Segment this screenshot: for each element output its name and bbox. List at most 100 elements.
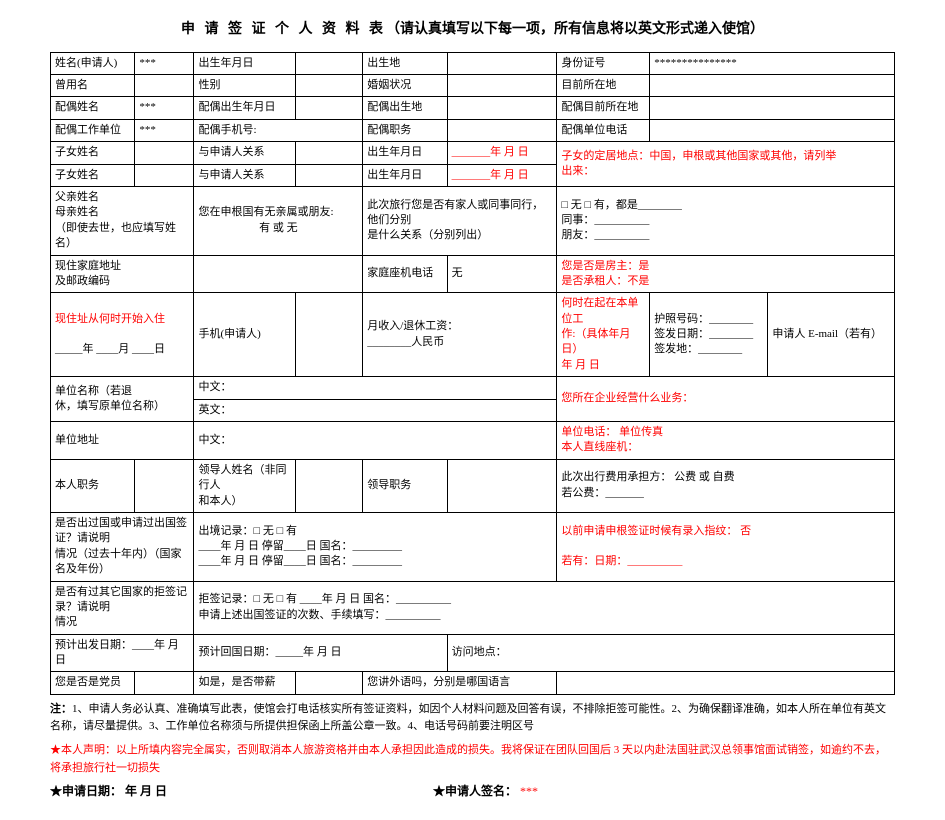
lbl: 子女姓名	[51, 164, 135, 186]
lbl-fingerprint: 以前申请申根签证时候有录入指纹： 否若有：日期：__________	[557, 512, 895, 581]
row-alias: 曾用名 性别 婚姻状况 目前所在地	[51, 74, 895, 96]
lbl-expense: 此次出行费用承担方： 公费 或 自费若公费：_______	[557, 459, 895, 512]
visa-form-table: 姓名(申请人) *** 出生年月日 出生地 身份证号 *************…	[50, 52, 895, 695]
lbl: 出生年月日	[363, 164, 447, 186]
lbl-visit: 访问地点：	[447, 634, 894, 672]
lbl-homeowner: 您是否是房主：是是否承租人：不是	[557, 255, 895, 293]
val-address[interactable]	[194, 255, 363, 293]
lbl: 配偶出生地	[363, 97, 447, 119]
val[interactable]: ***	[135, 119, 194, 141]
lbl-child-residence: 子女的定居地点：中国，申根或其他国家或其他，请列举出来：	[557, 142, 895, 187]
val-travel-history[interactable]: 出境记录：□ 无 □ 有 ____年 月 日 停留____日 国名：______…	[194, 512, 557, 581]
val-refusal[interactable]: 拒签记录：□ 无 □ 有 ____年 月 日 国名：__________申请上述…	[194, 581, 895, 634]
signature-label: ★申请人签名：	[433, 784, 517, 798]
lbl-language: 您讲外语吗，分别是哪国语言	[363, 672, 557, 694]
row-name: 姓名(申请人) *** 出生年月日 出生地 身份证号 *************…	[51, 52, 895, 74]
val[interactable]	[447, 74, 557, 96]
val[interactable]	[295, 52, 363, 74]
val[interactable]	[295, 97, 363, 119]
lbl-depart: 预计出发日期：____年 月 日	[51, 634, 194, 672]
row-company-addr: 单位地址 中文： 单位电话： 单位传真本人直线座机：	[51, 422, 895, 460]
notes: 注：1、申请人务必认真、准确填写此表，使馆会打电话核实所有签证资料，如因个人材料…	[50, 701, 895, 736]
val-company-en[interactable]: 英文：	[194, 399, 557, 421]
row-residence-since: 现住址从何时开始入住 _____年 ____月 ____日 手机(申请人) 月收…	[51, 293, 895, 377]
lbl-income: 月收入/退休工资：________人民币	[363, 293, 557, 377]
val-position[interactable]	[135, 459, 194, 512]
lbl: 配偶职务	[363, 119, 447, 141]
lbl: 与申请人关系	[194, 164, 295, 186]
lbl-company-addr: 单位地址	[51, 422, 194, 460]
val[interactable]	[447, 97, 557, 119]
row-travel-history: 是否出过国或申请过出国签证？请说明情况（过去十年内）（国家名及年份） 出境记录：…	[51, 512, 895, 581]
val[interactable]	[650, 74, 895, 96]
lbl: 配偶手机号:	[194, 119, 363, 141]
lbl-company: 单位名称（若退休，填写原单位名称）	[51, 377, 194, 422]
lbl-party: 您是否是党员	[51, 672, 135, 694]
lbl: 配偶出生年月日	[194, 97, 295, 119]
val[interactable]	[135, 164, 194, 186]
val[interactable]	[295, 164, 363, 186]
lbl: 配偶工作单位	[51, 119, 135, 141]
val[interactable]	[135, 74, 194, 96]
val[interactable]: _______年 月 日	[447, 164, 557, 186]
row-party: 您是否是党员 如是，是否带薪 您讲外语吗，分别是哪国语言	[51, 672, 895, 694]
lbl-mobile: 手机(申请人)	[194, 293, 295, 377]
val[interactable]	[447, 119, 557, 141]
lbl-email: 申请人 E-mail（若有）	[768, 293, 895, 377]
val-companions[interactable]: □ 无 □ 有，都是________ 同事：__________ 朋友：____…	[557, 186, 895, 255]
val[interactable]	[295, 74, 363, 96]
val-language[interactable]	[557, 672, 895, 694]
val[interactable]: ***	[135, 97, 194, 119]
val-salary[interactable]	[295, 672, 363, 694]
lbl: 与申请人关系	[194, 142, 295, 164]
row-spouse-work: 配偶工作单位 *** 配偶手机号: 配偶职务 配偶单位电话	[51, 119, 895, 141]
lbl-refusal: 是否有过其它国家的拒签记录？请说明情况	[51, 581, 194, 634]
lbl: 配偶目前所在地	[557, 97, 650, 119]
lbl: 出生地	[363, 52, 447, 74]
row-parents: 父亲姓名 母亲姓名 （即使去世，也应填写姓名） 您在申根国有无亲属或朋友: 有 …	[51, 186, 895, 255]
val[interactable]: _______年 月 日	[447, 142, 557, 164]
val-company-addr[interactable]: 中文：	[194, 422, 557, 460]
val-company-cn[interactable]: 中文：	[194, 377, 557, 399]
val[interactable]	[650, 97, 895, 119]
lbl-company-phone: 单位电话： 单位传真本人直线座机：	[557, 422, 895, 460]
val-home-phone[interactable]: 无	[447, 255, 557, 293]
row-address: 现住家庭地址及邮政编码 家庭座机电话 无 您是否是房主：是是否承租人：不是	[51, 255, 895, 293]
lbl-schengen-relatives: 您在申根国有无亲属或朋友: 有 或 无	[194, 186, 363, 255]
lbl-companions: 此次旅行您是否有家人或同事同行，他们分别 是什么关系（分别列出）	[363, 186, 557, 255]
lbl-leader: 领导人姓名（非同行人和本人）	[194, 459, 295, 512]
val-mobile[interactable]	[295, 293, 363, 377]
footer: ★申请日期： 年 月 日 ★申请人签名： ***	[50, 783, 895, 800]
lbl: 配偶姓名	[51, 97, 135, 119]
lbl: 性别	[194, 74, 295, 96]
row-dates: 预计出发日期：____年 月 日 预计回国日期：_____年 月 日 访问地点：	[51, 634, 895, 672]
lbl-business: 您所在企业经营什么业务：	[557, 377, 895, 422]
lbl-passport: 护照号码：________签发日期：________签发地：________	[650, 293, 768, 377]
val[interactable]	[295, 142, 363, 164]
val[interactable]	[447, 52, 557, 74]
row-position: 本人职务 领导人姓名（非同行人和本人） 领导职务 此次出行费用承担方： 公费 或…	[51, 459, 895, 512]
val[interactable]	[135, 142, 194, 164]
val[interactable]: ***************	[650, 52, 895, 74]
lbl: 配偶单位电话	[557, 119, 650, 141]
row-refusal: 是否有过其它国家的拒签记录？请说明情况 拒签记录：□ 无 □ 有 ____年 月…	[51, 581, 895, 634]
lbl: 子女姓名	[51, 142, 135, 164]
val[interactable]: ***	[135, 52, 194, 74]
val-party[interactable]	[135, 672, 194, 694]
lbl: 曾用名	[51, 74, 135, 96]
row-child1: 子女姓名 与申请人关系 出生年月日 _______年 月 日 子女的定居地点：中…	[51, 142, 895, 164]
lbl-return: 预计回国日期：_____年 月 日	[194, 634, 447, 672]
lbl-address: 现住家庭地址及邮政编码	[51, 255, 194, 293]
lbl-home-phone: 家庭座机电话	[363, 255, 447, 293]
val[interactable]	[650, 119, 895, 141]
val-leader[interactable]	[295, 459, 363, 512]
lbl-salary: 如是，是否带薪	[194, 672, 295, 694]
lbl-residence-since: 现住址从何时开始入住 _____年 ____月 ____日	[51, 293, 194, 377]
val-leader-pos[interactable]	[447, 459, 557, 512]
lbl-travel-history: 是否出过国或申请过出国签证？请说明情况（过去十年内）（国家名及年份）	[51, 512, 194, 581]
lbl-employ-since: 何时在起在本单位工作:（具体年月日） 年 月 日	[557, 293, 650, 377]
apply-date: ★申请日期： 年 月 日	[50, 784, 167, 798]
lbl-parents: 父亲姓名 母亲姓名 （即使去世，也应填写姓名）	[51, 186, 194, 255]
row-company-cn: 单位名称（若退休，填写原单位名称） 中文： 您所在企业经营什么业务：	[51, 377, 895, 399]
form-title: 申 请 签 证 个 人 资 料 表（请认真填写以下每一项，所有信息将以英文形式递…	[50, 20, 895, 40]
